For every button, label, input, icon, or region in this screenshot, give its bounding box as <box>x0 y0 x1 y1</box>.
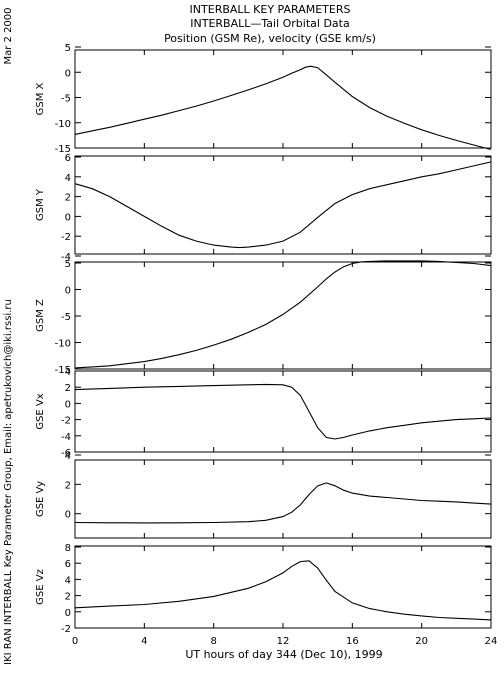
series-line-gse-vz <box>74 560 492 621</box>
header-line-3: Position (GSM Re), velocity (GSE km/s) <box>164 32 376 45</box>
series-line-gse-vy <box>74 482 492 524</box>
y-tick-label: 0 <box>65 510 71 521</box>
series-line-gsm-z <box>74 260 492 369</box>
y-tick-label: 2 <box>65 193 71 204</box>
panel-gsm-z: 5 0 -5 -10 -15 GSM Z <box>35 259 492 376</box>
y-axis-label-gsm-y: GSM Y <box>35 188 46 221</box>
y-tick-label: -2 <box>61 624 71 635</box>
panel-gse-vz: 8 6 4 2 0 -2 GSE Vz <box>35 543 492 635</box>
panel-frame <box>74 49 492 149</box>
y-axis-label-gsm-x: GSM X <box>35 82 46 115</box>
header-line-2: INTERBALL—Tail Orbital Data <box>190 17 349 30</box>
y-tick-label: 4 <box>65 575 71 586</box>
x-axis-label: UT hours of day 344 (Dec 10), 1999 <box>185 648 382 661</box>
y-axis-label-gse-vz: GSE Vz <box>35 569 46 605</box>
x-tick-label: 4 <box>141 636 147 647</box>
y-axis-label-gsm-z: GSM Z <box>35 299 46 332</box>
panel-gsm-x: 5 0 -5 -10 -15 GSM X <box>35 43 492 155</box>
panel-frame <box>74 155 492 255</box>
x-tick-label: 8 <box>210 636 216 647</box>
y-tick-label: -6 <box>61 448 71 459</box>
y-tick-label: 2 <box>65 592 71 603</box>
x-tick-label: 20 <box>415 636 428 647</box>
credit-line: IKI RAN INTERBALL Key Parameter Group, E… <box>3 299 14 665</box>
y-tick-label: 0 <box>65 212 71 223</box>
y-tick-label: -2 <box>61 416 71 427</box>
series-line-gsm-y <box>74 161 492 249</box>
plot-date: Mar 2 2000 <box>3 7 14 64</box>
y-tick-label: -4 <box>61 432 71 443</box>
y-tick-label: -5 <box>61 312 71 323</box>
y-tick-label: 0 <box>65 68 71 79</box>
panel-gsm-y: 6 4 2 0 -2 -4 GSM Y <box>35 153 492 263</box>
header-line-1: INTERBALL KEY PARAMETERS <box>190 3 351 16</box>
y-tick-label: -10 <box>55 339 71 350</box>
y-tick-label: 0 <box>65 286 71 297</box>
y-tick-label: 8 <box>65 543 71 554</box>
y-tick-label: -2 <box>61 232 71 243</box>
y-tick-label: 0 <box>65 399 71 410</box>
y-tick-label: -15 <box>55 365 71 376</box>
y-axis-label-gse-vx: GSE Vx <box>35 393 46 429</box>
panel-gse-vy: 4 2 0 GSE Vy <box>35 451 492 539</box>
y-tick-label: 5 <box>65 259 71 270</box>
x-tick-label: 0 <box>72 636 78 647</box>
y-tick-label: -10 <box>55 119 71 130</box>
x-tick-label: 12 <box>277 636 290 647</box>
series-line-gsm-x <box>74 65 492 151</box>
panel-frame <box>74 261 492 370</box>
y-tick-label: 4 <box>65 451 71 462</box>
y-tick-label: -4 <box>61 252 71 263</box>
panel-frame <box>74 459 492 539</box>
panel-frame <box>74 545 492 629</box>
panel-frame <box>74 370 492 453</box>
x-tick-label: 24 <box>485 636 498 647</box>
series-line-gse-vx <box>74 383 492 440</box>
y-tick-label: 6 <box>65 153 71 164</box>
y-tick-label: 0 <box>65 608 71 619</box>
x-tick-label: 16 <box>346 636 359 647</box>
y-tick-label: 5 <box>65 43 71 54</box>
panel-gse-vx: 4 2 0 -2 -4 -6 GSE Vx <box>35 367 492 459</box>
y-tick-label: 2 <box>65 383 71 394</box>
y-tick-label: 2 <box>65 480 71 491</box>
y-tick-label: 4 <box>65 367 71 378</box>
y-tick-label: 6 <box>65 559 71 570</box>
y-tick-label: -5 <box>61 94 71 105</box>
y-axis-label-gse-vy: GSE Vy <box>35 481 46 517</box>
y-tick-label: 4 <box>65 173 71 184</box>
y-tick-label: -15 <box>55 144 71 155</box>
